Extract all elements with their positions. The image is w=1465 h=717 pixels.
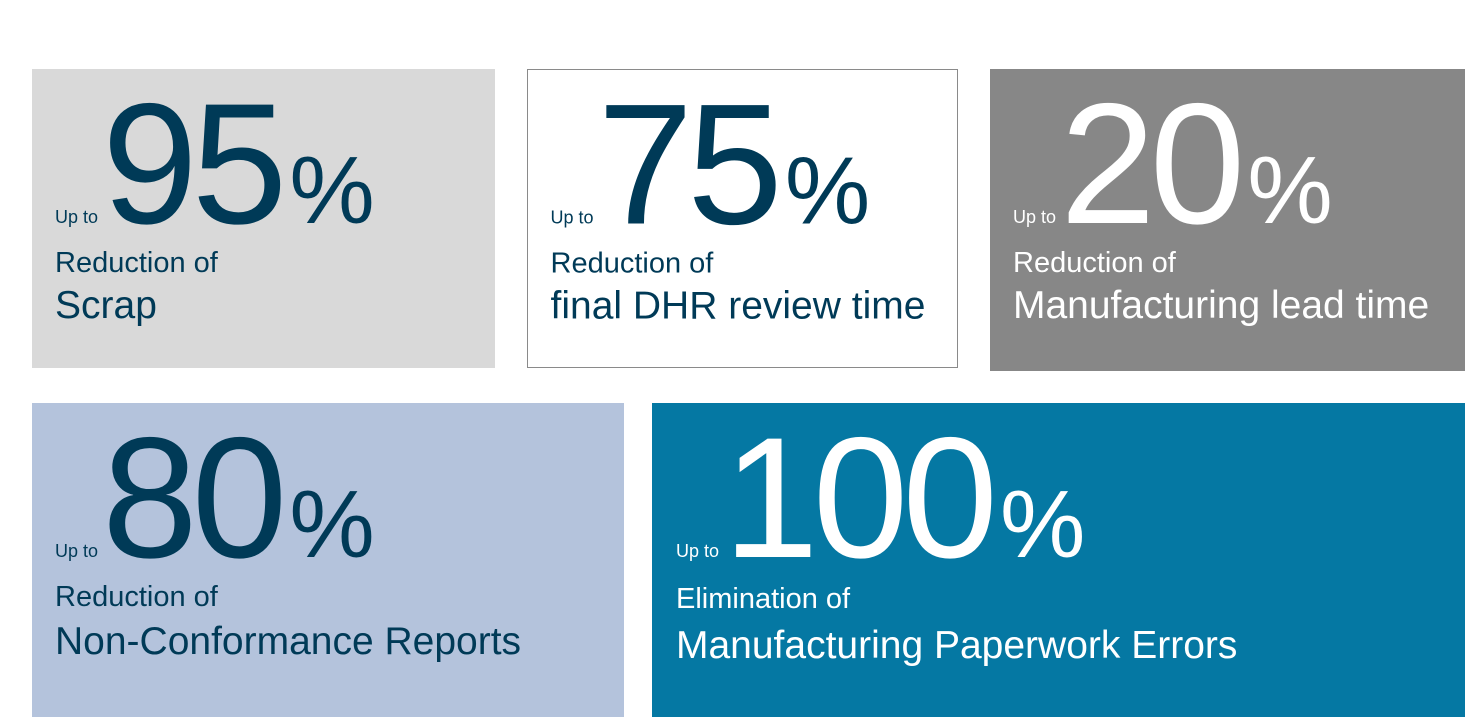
stat-prefix: Up to [1013,207,1056,227]
stat-headline: Up to100% [676,402,1085,594]
stat-prefix: Up to [676,541,719,561]
stat-subject: Manufacturing Paperwork Errors [676,624,1237,667]
stat-prefix: Up to [55,207,98,227]
stat-unit: % [1000,471,1085,578]
stat-number: 20 [1060,68,1239,260]
stat-subject: Manufacturing lead time [1013,284,1429,327]
stat-number: 75 [598,69,777,261]
stat-number: 100 [723,402,992,594]
stat-unit: % [289,137,374,244]
stat-unit: % [785,138,870,245]
tile-background [32,69,495,368]
stat-caption: Reduction of [551,248,715,280]
stat-headline: Up to20% [1013,68,1333,260]
tile-background [32,403,624,717]
stat-unit: % [289,471,374,578]
tile-background [527,69,958,368]
stat-caption: Elimination of [676,583,851,615]
stat-prefix: Up to [55,541,98,561]
stat-subject: Scrap [55,284,157,327]
stat-prefix: Up to [551,208,594,228]
stat-subject: final DHR review time [551,285,926,328]
stat-caption: Reduction of [55,581,219,613]
tile-background [652,403,1465,717]
stat-headline: Up to95% [55,68,375,260]
stat-caption: Reduction of [1013,247,1177,279]
tile-background [990,69,1465,371]
stat-unit: % [1247,137,1332,244]
stat-caption: Reduction of [55,247,219,279]
stat-subject: Non-Conformance Reports [55,620,521,663]
stat-headline: Up to80% [55,402,375,594]
stat-headline: Up to75% [551,69,871,261]
stat-number: 95 [102,68,281,260]
stat-number: 80 [102,402,281,594]
